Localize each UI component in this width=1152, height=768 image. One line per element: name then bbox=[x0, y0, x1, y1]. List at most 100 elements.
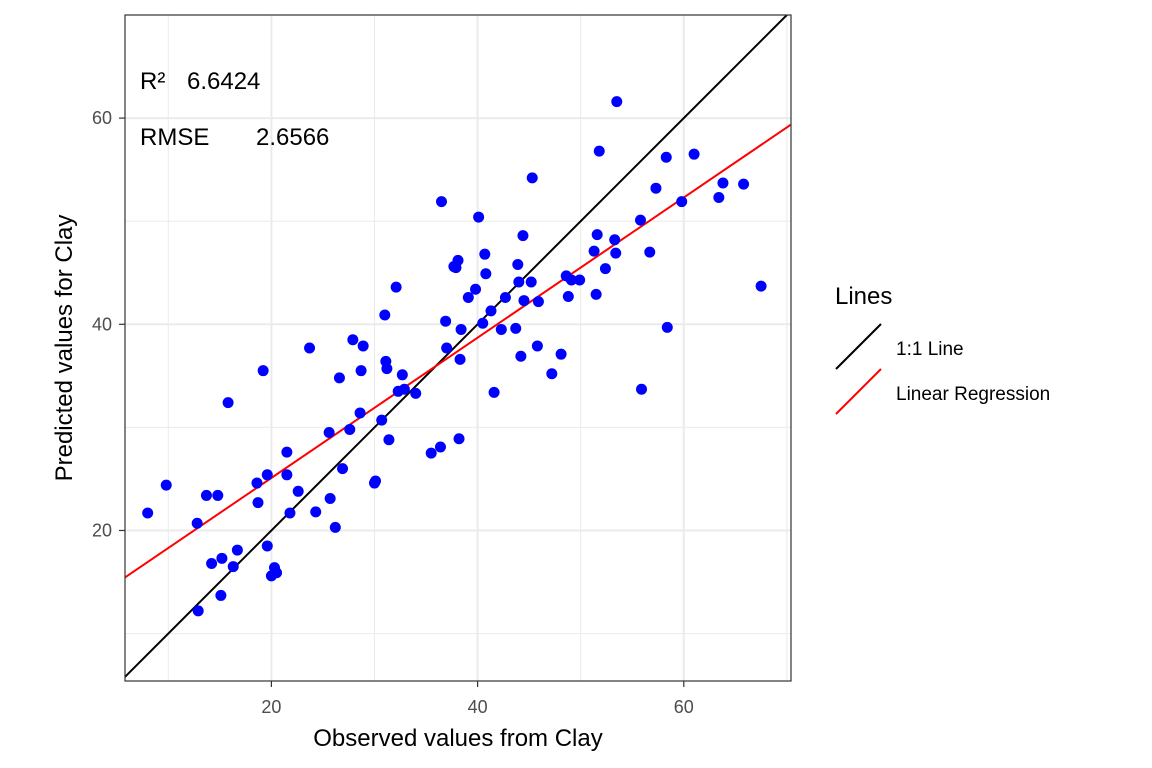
data-point bbox=[192, 605, 204, 617]
data-point bbox=[355, 365, 367, 377]
data-point bbox=[531, 340, 543, 352]
data-point bbox=[191, 517, 203, 529]
data-point bbox=[455, 323, 467, 335]
data-point bbox=[688, 148, 700, 160]
y-tick-label: 60 bbox=[92, 108, 112, 128]
data-point bbox=[251, 477, 263, 489]
y-axis-ticks: 20 40 60 bbox=[92, 108, 125, 540]
data-point bbox=[216, 552, 228, 564]
data-point bbox=[479, 248, 491, 260]
data-point bbox=[713, 191, 725, 203]
data-point bbox=[257, 365, 269, 377]
data-point bbox=[425, 447, 437, 459]
data-point bbox=[396, 369, 408, 381]
data-point bbox=[676, 196, 688, 208]
data-point bbox=[398, 383, 410, 395]
data-point bbox=[347, 334, 359, 346]
data-point bbox=[440, 315, 452, 327]
data-point bbox=[390, 281, 402, 293]
legend-key-1-1-line bbox=[835, 323, 882, 370]
data-point bbox=[281, 469, 293, 481]
data-point bbox=[222, 397, 234, 409]
data-point bbox=[304, 342, 316, 354]
data-point bbox=[370, 475, 382, 487]
data-point bbox=[473, 211, 485, 223]
panel-background bbox=[125, 15, 791, 681]
data-point bbox=[477, 317, 489, 329]
data-point bbox=[333, 372, 345, 384]
data-point bbox=[650, 182, 662, 194]
legend-label-1-1-line: 1:1 Line bbox=[896, 339, 964, 360]
data-point bbox=[611, 96, 623, 108]
data-point bbox=[532, 296, 544, 308]
data-point bbox=[410, 387, 422, 399]
data-point bbox=[644, 246, 656, 258]
data-point bbox=[512, 258, 524, 270]
data-point bbox=[526, 172, 538, 184]
data-point bbox=[565, 274, 577, 286]
data-point bbox=[499, 291, 511, 303]
data-point bbox=[513, 276, 525, 288]
x-tick-label: 20 bbox=[261, 697, 281, 717]
data-point bbox=[142, 507, 154, 519]
x-axis-ticks: 20 40 60 bbox=[261, 681, 694, 717]
data-point bbox=[379, 309, 391, 321]
data-point bbox=[200, 489, 212, 501]
legend-title: Lines bbox=[835, 283, 892, 310]
data-point bbox=[357, 340, 369, 352]
gridlines bbox=[125, 15, 791, 681]
data-point bbox=[206, 557, 218, 569]
data-point bbox=[436, 196, 448, 208]
y-axis-title: Predicted values for Clay bbox=[51, 215, 78, 482]
data-point bbox=[495, 323, 507, 335]
data-point bbox=[271, 567, 283, 579]
data-point bbox=[329, 521, 341, 533]
data-point bbox=[462, 291, 474, 303]
data-point bbox=[510, 322, 522, 334]
data-point bbox=[488, 386, 500, 398]
data-point bbox=[609, 234, 621, 246]
data-point bbox=[261, 540, 273, 552]
x-axis-title: Observed values from Clay bbox=[313, 725, 602, 752]
rmse-value: 2.6566 bbox=[256, 124, 329, 151]
data-point bbox=[599, 263, 611, 275]
rmse-label: RMSE bbox=[140, 124, 209, 151]
data-point bbox=[281, 446, 293, 458]
data-point bbox=[252, 497, 264, 509]
data-point bbox=[555, 348, 567, 360]
data-point bbox=[323, 427, 335, 439]
data-point bbox=[738, 178, 750, 190]
data-point bbox=[215, 589, 227, 601]
r2-value: 6.6424 bbox=[187, 68, 260, 95]
data-point bbox=[593, 145, 605, 157]
data-point bbox=[717, 177, 729, 189]
data-point bbox=[574, 274, 586, 286]
data-point bbox=[515, 350, 527, 362]
data-point bbox=[485, 305, 497, 317]
data-point bbox=[452, 254, 464, 266]
data-point bbox=[376, 414, 388, 426]
data-point bbox=[284, 507, 296, 519]
data-point bbox=[661, 321, 673, 333]
y-tick-label: 20 bbox=[92, 520, 112, 540]
data-point bbox=[324, 493, 336, 505]
data-point bbox=[755, 280, 767, 292]
data-point bbox=[160, 479, 172, 491]
data-point bbox=[518, 295, 530, 307]
data-point bbox=[227, 561, 239, 573]
data-point bbox=[636, 383, 648, 395]
data-point bbox=[344, 423, 356, 435]
data-point bbox=[517, 230, 529, 242]
legend-label-linear-regression: Linear Regression bbox=[896, 384, 1050, 405]
data-point bbox=[453, 433, 465, 445]
data-point bbox=[634, 214, 646, 226]
data-point bbox=[590, 288, 602, 300]
y-tick-label: 40 bbox=[92, 314, 112, 334]
data-point bbox=[310, 506, 322, 518]
data-point bbox=[546, 368, 558, 380]
data-point bbox=[441, 342, 453, 354]
data-point bbox=[454, 353, 466, 365]
data-point bbox=[480, 268, 492, 280]
data-point bbox=[231, 544, 243, 556]
data-point bbox=[588, 245, 600, 257]
